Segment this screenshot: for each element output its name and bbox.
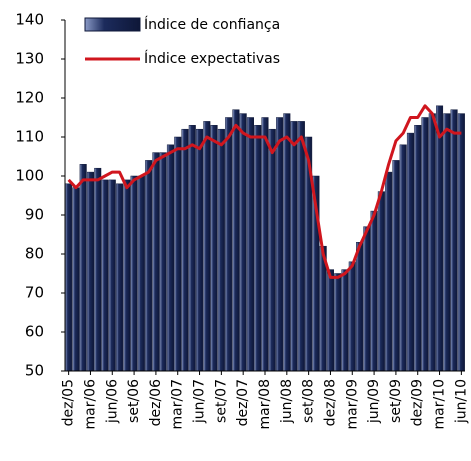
x-tick-label: dez/05 [61, 379, 77, 426]
y-tick-label: 110 [15, 128, 44, 146]
y-tick-label: 50 [25, 362, 44, 380]
bar [297, 121, 305, 372]
y-tick-label: 120 [15, 89, 44, 107]
x-tick-label: mar/10 [432, 379, 448, 430]
bar [414, 125, 422, 372]
bar [428, 113, 436, 372]
bar [239, 113, 247, 372]
bar [101, 179, 109, 372]
bar [116, 183, 124, 372]
x-tick-label: mar/07 [170, 379, 186, 430]
bar [188, 125, 196, 372]
bar [370, 210, 378, 372]
bar [392, 160, 400, 372]
bar [457, 113, 465, 372]
y-tick-label: 100 [15, 167, 44, 185]
bar [225, 117, 233, 372]
x-tick-label: jun/10 [453, 379, 469, 424]
bar [232, 109, 240, 372]
bar [356, 242, 364, 372]
y-tick-label: 60 [25, 323, 44, 341]
bar [86, 171, 94, 372]
legend-bar-swatch [84, 17, 141, 32]
x-tick-label: jun/07 [192, 379, 208, 424]
legend-label: Índice de confiança [144, 16, 280, 33]
y-tick-label: 80 [25, 245, 44, 263]
bar [145, 160, 153, 372]
legend-label: Índice expectativas [144, 50, 280, 67]
bar [108, 179, 116, 372]
bar [152, 152, 160, 372]
bar [65, 183, 73, 372]
x-tick-label: mar/06 [82, 379, 98, 430]
y-tick-label: 130 [15, 50, 44, 68]
bar [385, 171, 393, 372]
bar [72, 187, 80, 372]
bar [399, 144, 407, 372]
bar [450, 109, 458, 372]
bar [377, 191, 385, 372]
bar [334, 273, 342, 372]
bar [283, 113, 291, 372]
bar [421, 117, 429, 372]
bar [94, 167, 102, 372]
bar [406, 132, 414, 372]
y-tick-label: 90 [25, 206, 44, 224]
line [67, 104, 462, 279]
x-tick-label: dez/06 [148, 379, 164, 426]
bar [348, 261, 356, 372]
bar [166, 144, 174, 372]
x-tick-label: dez/09 [410, 379, 426, 426]
bar [326, 269, 334, 372]
y-tick-label: 140 [15, 11, 44, 29]
bar [159, 152, 167, 372]
x-tick-label: jun/06 [104, 379, 120, 424]
x-tick-label: jun/09 [366, 379, 382, 424]
x-tick-label: set/07 [213, 379, 229, 423]
bar [210, 125, 218, 372]
x-tick-label: mar/09 [344, 379, 360, 430]
x-tick-label: set/09 [388, 379, 404, 423]
y-tick-label: 70 [25, 284, 44, 302]
bar [436, 105, 444, 372]
bar [137, 175, 145, 372]
bar [196, 128, 204, 372]
bar [203, 121, 211, 372]
bar [443, 113, 451, 372]
bar [254, 125, 262, 372]
x-tick-label: jun/08 [279, 379, 295, 424]
bar [276, 117, 284, 372]
x-tick-label: set/08 [301, 379, 317, 423]
bar [217, 128, 225, 372]
bar [181, 128, 189, 372]
x-tick-label: dez/08 [322, 379, 338, 426]
bar [174, 136, 182, 372]
x-tick-label: mar/08 [257, 379, 273, 430]
bar [246, 117, 254, 372]
bar [130, 175, 138, 372]
bar [363, 226, 371, 372]
bar [290, 121, 298, 372]
x-tick-label: dez/07 [235, 379, 251, 426]
bar [79, 164, 87, 372]
bar [268, 128, 276, 372]
bar [123, 179, 131, 372]
bar [341, 269, 349, 372]
x-tick-label: set/06 [126, 379, 142, 423]
bar [261, 117, 269, 372]
